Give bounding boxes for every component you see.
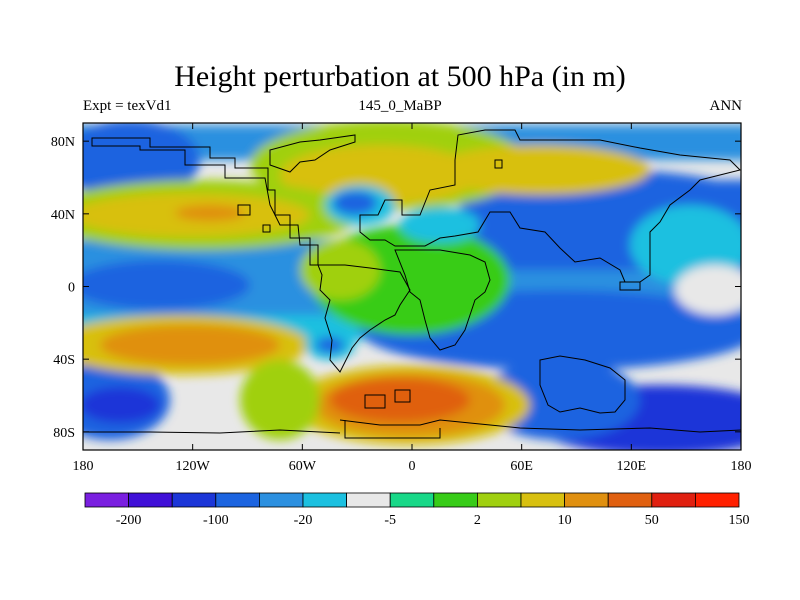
- x-tick-label: 60W: [289, 459, 317, 474]
- x-tick-label: 120E: [617, 459, 647, 474]
- colorbar-label: -200: [116, 513, 142, 528]
- chart-title: Height perturbation at 500 hPa (in m): [174, 60, 626, 93]
- x-tick-label: 0: [409, 459, 416, 474]
- colorbar-label: -5: [384, 513, 396, 528]
- colorbar-swatch: [84, 492, 129, 508]
- colorbar-swatch: [215, 492, 260, 508]
- coastlines: [83, 129, 741, 439]
- colorbar: -200 -100 -20 -5 2 10 50 150: [84, 492, 750, 528]
- colorbar-swatch: [564, 492, 609, 508]
- x-tick-label: 180: [73, 459, 94, 474]
- x-tick-label: 60E: [510, 459, 533, 474]
- colorbar-label: -100: [203, 513, 229, 528]
- colorbar-label: 150: [729, 513, 750, 528]
- y-tick-label: 80S: [53, 426, 75, 441]
- colorbar-swatch: [128, 492, 173, 508]
- colorbar-label: 10: [558, 513, 572, 528]
- colorbar-swatch: [258, 492, 304, 508]
- colorbar-swatch: [607, 492, 653, 508]
- period-label: 145_0_MaBP: [358, 98, 442, 114]
- colorbar-swatch: [433, 492, 478, 508]
- y-tick-label: 0: [68, 281, 75, 296]
- colorbar-swatch: [171, 492, 217, 508]
- x-tick-label: 180: [731, 459, 752, 474]
- colorbar-swatch: [476, 492, 522, 508]
- colorbar-swatch: [651, 492, 696, 508]
- x-tick-label: 120W: [176, 459, 211, 474]
- y-tick-label: 40N: [51, 208, 75, 223]
- colorbar-swatch: [346, 492, 391, 508]
- colorbar-label: 50: [645, 513, 659, 528]
- map-field: [83, 123, 741, 450]
- season-label: ANN: [709, 98, 743, 114]
- y-tick-label: 40S: [53, 353, 75, 368]
- colorbar-swatch: [389, 492, 435, 508]
- colorbar-swatch: [302, 492, 347, 508]
- y-tick-label: 80N: [51, 135, 75, 150]
- experiment-label: Expt = texVd1: [83, 98, 172, 114]
- colorbar-label: -20: [294, 513, 313, 528]
- colorbar-swatch: [520, 492, 565, 508]
- colorbar-label: 2: [474, 513, 481, 528]
- axis-ticks: 180 120W 60W 0 60E 120E 180 80N 40N 0 40S 80S: [51, 123, 752, 474]
- colorbar-swatch: [695, 492, 740, 508]
